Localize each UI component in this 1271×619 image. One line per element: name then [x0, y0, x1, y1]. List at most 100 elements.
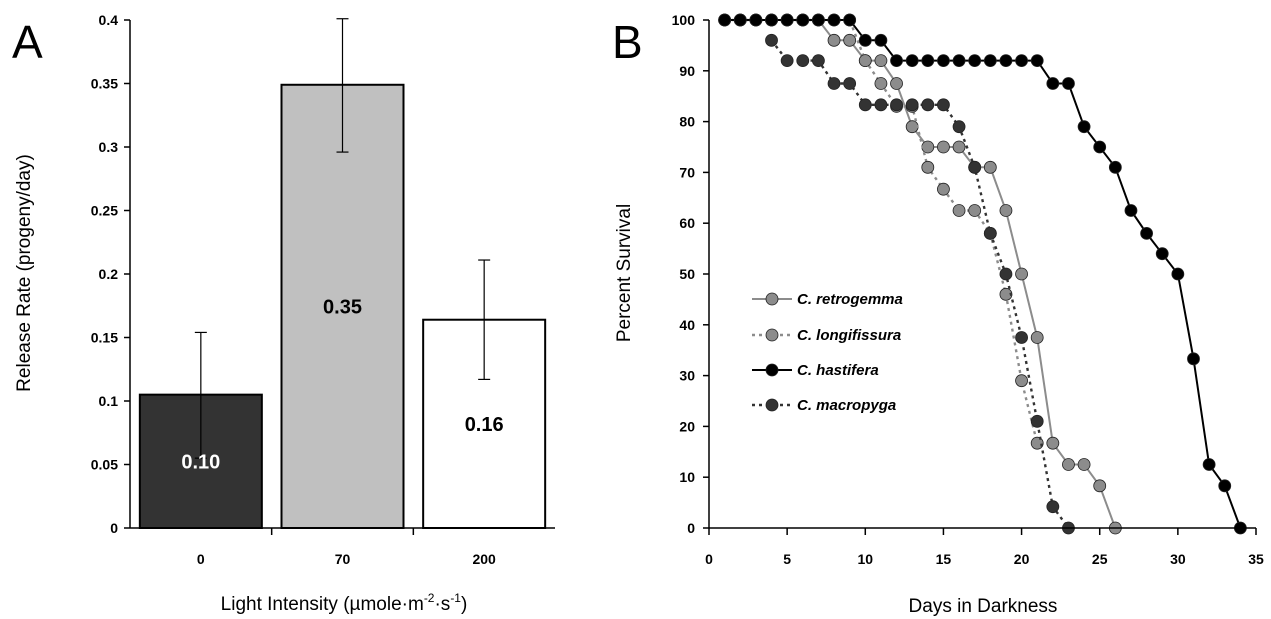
panel-a-x-tick-label: 0 [197, 551, 205, 567]
panel-b-y-tick-label: 100 [672, 12, 696, 28]
series-point [905, 98, 919, 112]
series-point [827, 13, 841, 27]
series-point [1108, 160, 1122, 174]
panel-b-x-axis-title: Days in Darkness [909, 596, 1058, 617]
series-point [890, 54, 903, 68]
legend-marker [765, 328, 779, 342]
panel-b-series [718, 13, 1247, 535]
series-point [890, 98, 903, 112]
panel-a-x-ticks: 0 70 200 [197, 528, 496, 567]
series-point [780, 54, 794, 68]
series-point [983, 226, 997, 240]
legend-label: C. longifissura [797, 327, 901, 344]
panel-a-y-tick-label: 0.25 [91, 203, 118, 219]
series-point [952, 54, 966, 68]
panel-a-value-label: 0.10 [181, 451, 220, 473]
panel-b-axes [708, 20, 1256, 529]
panel-b-x-tick-label: 10 [857, 551, 873, 567]
legend-marker [765, 363, 779, 377]
series-point [812, 13, 825, 27]
series-point [1202, 458, 1216, 471]
series-point [843, 77, 857, 90]
panel-b-letter: B [612, 16, 643, 68]
legend-label: C. macropyga [797, 397, 896, 414]
series-point [968, 54, 982, 68]
series-point [890, 77, 903, 90]
series-point [1046, 436, 1060, 450]
series-point [858, 98, 872, 112]
panel-b-x-tick-label: 0 [705, 551, 713, 567]
panel-a-y-tick-label: 0.2 [99, 266, 119, 282]
series-point [1077, 120, 1091, 134]
series-point [983, 160, 997, 174]
series-point [983, 54, 997, 68]
series-point [937, 140, 950, 154]
series-point [1046, 500, 1060, 514]
panel-b-y-ticks: 0 10 20 30 40 50 60 70 80 90 100 [672, 12, 709, 536]
series-point [718, 13, 732, 27]
series-line [724, 19, 1242, 529]
panel-b-y-tick-label: 30 [679, 368, 695, 384]
panel-b-y-tick-label: 40 [679, 317, 695, 333]
series-point [1015, 331, 1028, 344]
series-point [874, 77, 888, 90]
panel-a-y-axis-title: Release Rate (progeny/day) [14, 154, 35, 392]
series-point [1015, 267, 1028, 281]
legend-marker [765, 398, 779, 412]
series-point [796, 54, 810, 68]
panel-a-y-ticks: 0 0.05 0.1 0.15 0.2 0.25 0.3 0.35 0.4 [91, 12, 130, 536]
panel-b-y-axis-title: Percent Survival [614, 204, 635, 342]
panel-a-y-tick-label: 0.05 [91, 457, 118, 473]
series-point [765, 33, 778, 47]
panel-a-axes [129, 20, 555, 529]
series-point [921, 160, 935, 174]
series-point [1124, 204, 1138, 217]
series-c-hastifera [718, 13, 1247, 535]
series-point [827, 77, 841, 90]
panel-a-y-tick-label: 0.3 [99, 139, 119, 155]
series-point [1187, 352, 1200, 366]
series-point [921, 54, 935, 68]
panel-a-x-tick-label: 200 [472, 551, 496, 567]
panel-b-x-tick-label: 35 [1248, 551, 1264, 567]
series-point [952, 204, 966, 217]
panel-b-x-ticks: 0 5 10 15 20 25 30 35 [705, 528, 1264, 567]
panel-b-legend: C. retrogemma C. longifissura C. hastifera… [752, 291, 903, 414]
panel-a-value-label: 0.16 [465, 414, 504, 436]
series-point [858, 33, 872, 47]
series-line [770, 39, 1070, 529]
legend-marker [765, 292, 779, 306]
panel-a-bar-chart: A 0 0.05 0.1 0.15 0.2 0.25 0.3 0.35 0.4 0.10 0.35… [12, 12, 555, 615]
series-point [1155, 247, 1169, 261]
series-point [937, 182, 950, 196]
series-point [937, 54, 950, 68]
series-point [1030, 414, 1044, 428]
panel-a-y-tick-label: 0.1 [99, 393, 119, 409]
panel-a-value-labels: 0.10 0.35 0.16 [181, 296, 503, 473]
panel-a-letter: A [12, 16, 43, 68]
panel-a-y-tick-label: 0.4 [99, 12, 119, 28]
panel-b-x-tick-label: 5 [783, 551, 791, 567]
series-line [724, 19, 1117, 529]
series-point [1093, 479, 1107, 493]
series-point [827, 33, 841, 47]
panel-a-x-tick-label: 70 [335, 551, 351, 567]
series-point [1062, 458, 1075, 471]
series-point [921, 98, 935, 112]
series-point [812, 54, 825, 68]
legend-label: C. retrogemma [797, 291, 903, 308]
series-point [874, 33, 888, 47]
panel-a-value-label: 0.35 [323, 296, 362, 318]
panel-a-x-axis-title: Light Intensity (µmole·m-2·s-1) [221, 591, 468, 615]
panel-b-y-tick-label: 80 [679, 114, 695, 130]
panel-a-y-tick-label: 0.15 [91, 330, 118, 346]
series-point [1046, 77, 1060, 90]
series-point [796, 13, 810, 27]
series-point [968, 204, 982, 217]
series-point [1030, 436, 1044, 450]
series-point [733, 13, 747, 27]
series-point [1015, 374, 1028, 388]
series-point [1062, 77, 1075, 90]
